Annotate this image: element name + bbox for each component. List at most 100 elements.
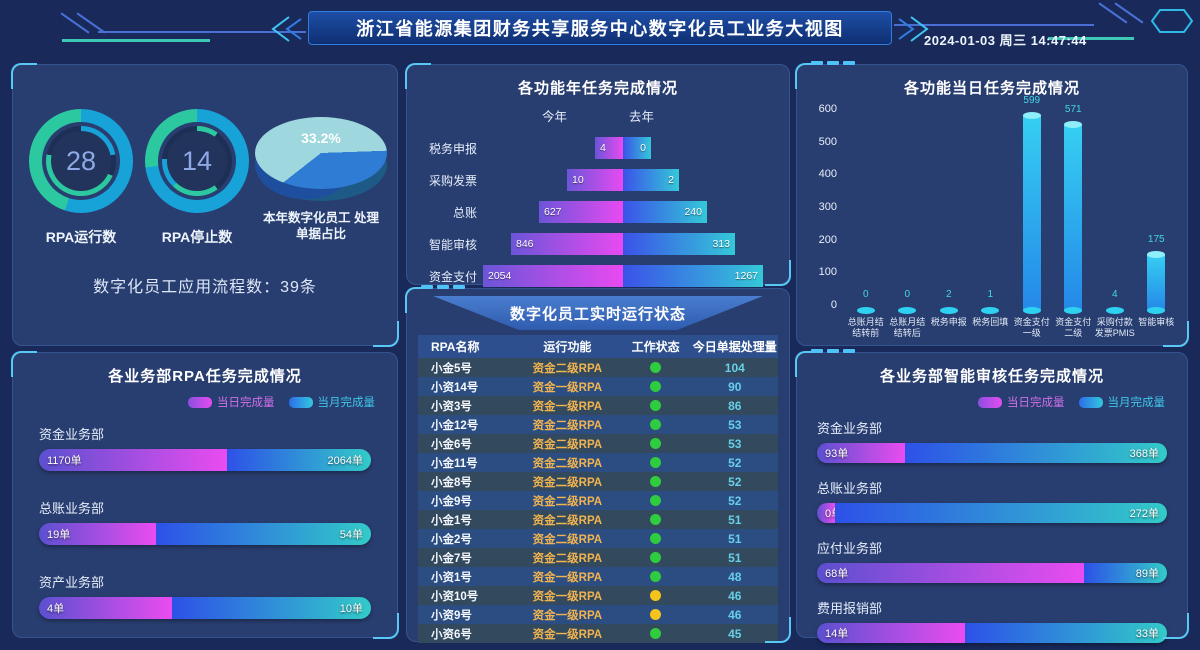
tornado-bar-region: 2054 1267: [483, 265, 775, 287]
bar-last-year: 240: [623, 201, 707, 223]
rpa-name-cell: 小金1号: [418, 510, 516, 529]
chevron-right-icon: [898, 16, 929, 42]
kpi-label: 本年数字化员工 处理单据占比: [263, 211, 379, 241]
y-axis-tick: 600: [818, 103, 837, 115]
status-dot-green-icon: [650, 399, 662, 411]
header: 浙江省能源集团财务共享服务中心数字化员工业务大视图 2024-01-03 周三 …: [0, 0, 1200, 60]
table-row: 小资3号 资金一级RPA 86: [418, 396, 778, 415]
legend-day-swatch-icon: [978, 396, 1002, 408]
dept-bar-row: 资金业务部 1170单 2064单: [39, 424, 371, 471]
panel-title: 各业务部RPA任务完成情况: [108, 368, 302, 385]
bar-column: 0 总账月结结转后: [887, 115, 929, 338]
donut-inner-ring: [46, 126, 116, 196]
dept-progress-bar: 0单 272单: [817, 503, 1167, 523]
rpa-function-cell: 资金二级RPA: [515, 434, 620, 453]
cylinder-bar: [1022, 112, 1041, 311]
panel-title: 各功能当日任务完成情况: [903, 80, 1080, 97]
bar-this-year: 10: [567, 169, 623, 191]
header-decor-line: [98, 31, 306, 33]
table-header-row: RPA名称 运行功能 工作状态 今日单据处理量: [418, 335, 778, 358]
panel-daily-tasks: 各功能当日任务完成情况 600 500 400 300 200 100 0 0 总账月结结转前…: [795, 61, 1189, 347]
table-row: 小资14号 资金一级RPA 90: [418, 377, 778, 396]
header-decor-teal-line: [62, 39, 210, 42]
bar-column: 175 智能审核: [1136, 115, 1178, 327]
cylinder-bar: [1147, 251, 1166, 311]
rpa-name-cell: 小金9号: [418, 491, 516, 510]
category-label: 采购发票: [428, 173, 477, 188]
pie-top: [255, 117, 387, 189]
status-dot-green-icon: [650, 627, 662, 639]
cylinder-base-icon: [1147, 307, 1166, 314]
legend-this-year: 今年: [541, 110, 567, 124]
kpi-label: RPA停止数: [161, 229, 233, 245]
rpa-name-cell: 小资1号: [418, 567, 516, 586]
bar-month-segment: 2064单: [227, 449, 371, 471]
table-row: 小金7号 资金二级RPA 51: [418, 548, 778, 567]
page-title: 浙江省能源集团财务共享服务中心数字化员工业务大视图: [356, 19, 844, 39]
rpa-count-cell: 52: [691, 453, 778, 472]
rpa-status-cell: [619, 472, 692, 491]
bar-value-label: 599: [1023, 95, 1041, 106]
bar-month-segment: 33单: [965, 623, 1167, 643]
bar-month-value: 272单: [1129, 508, 1159, 520]
legend-month-swatch-icon: [1078, 396, 1103, 408]
bar-month-segment: 368单: [905, 443, 1167, 463]
rpa-count-cell: 48: [691, 567, 778, 586]
bar-month-value: 54单: [339, 529, 363, 541]
rpa-function-cell: 资金二级RPA: [515, 453, 620, 472]
dept-progress-bar: 1170单 2064单: [39, 449, 371, 471]
rpa-count-cell: 52: [691, 472, 778, 491]
rpa-status-cell: [619, 567, 692, 586]
status-dot-green-icon: [650, 380, 662, 392]
rpa-function-cell: 资金一级RPA: [515, 567, 620, 586]
last-year-value: 2: [668, 174, 674, 186]
bar-month-segment: 10单: [171, 597, 371, 619]
bar-day-value: 19单: [47, 529, 71, 541]
pie-percentage: 33.2%: [301, 130, 341, 146]
x-axis-label: 税务申报: [930, 317, 967, 327]
table-row: 小金5号 资金二级RPA 104: [418, 358, 778, 377]
legend: 当日完成量 当月完成量: [13, 386, 397, 410]
bar-month-value: 368单: [1129, 448, 1159, 460]
kpi-row: 28 RPA运行数 14 RPA停止数 33.2% 本年: [13, 109, 397, 247]
rpa-function-cell: 资金一级RPA: [515, 586, 620, 605]
dept-bar-row: 总账业务部 0单 272单: [817, 478, 1167, 523]
y-axis-tick: 100: [818, 266, 837, 279]
bar-column: 4 采购付款发票PMIS: [1094, 115, 1136, 338]
dept-label: 总账业务部: [39, 501, 105, 516]
this-year-value: 2054: [488, 270, 512, 282]
bar-day-value: 93单: [825, 448, 849, 460]
dept-bar-row: 资产业务部 4单 10单: [39, 572, 371, 619]
kpi-rpa-stopped: 14 RPA停止数: [139, 109, 255, 247]
panel-kpi: 28 RPA运行数 14 RPA停止数 33.2% 本年: [11, 63, 399, 347]
status-dot-green-icon: [650, 494, 662, 506]
header-decor-slash: [1114, 2, 1144, 24]
x-axis-label: 采购付款发票PMIS: [1094, 317, 1135, 338]
bar-last-year: 1267: [623, 265, 763, 287]
cylinder-base-icon: [856, 307, 875, 314]
donut-inner-ring: [162, 126, 232, 196]
bar-value-label: 0: [904, 289, 911, 300]
rpa-status-cell: [619, 529, 692, 548]
flow-count-text: 数字化员工应用流程数：39条: [93, 278, 317, 296]
bar-column: 599 资金支付一级: [1011, 95, 1053, 338]
legend-month-swatch-icon: [288, 396, 313, 408]
x-axis-label: 总账月结结转后: [889, 317, 926, 338]
rpa-count-cell: 86: [691, 396, 778, 415]
header-hexagon-icon: [1150, 9, 1194, 33]
legend-item-month: 当月完成量: [288, 394, 375, 410]
panel-year-tasks: 各功能年任务完成情况 今年 去年 税务申报 4 0 采购发票 10 2 总账 627 240 智能…: [405, 63, 791, 298]
rpa-name-cell: 小资14号: [418, 377, 516, 396]
rpa-status-cell: [619, 548, 692, 567]
rpa-function-cell: 资金二级RPA: [515, 472, 620, 491]
table-row: 小金8号 资金二级RPA 52: [418, 472, 778, 491]
rpa-name-cell: 小金8号: [418, 472, 516, 491]
header-decor-slash: [1098, 2, 1128, 24]
pie-chart-doc-ratio: 33.2%: [255, 117, 387, 203]
dept-label: 费用报销部: [817, 601, 883, 616]
dept-label: 应付业务部: [817, 541, 883, 556]
col-header-count: 今日单据处理量: [691, 335, 778, 358]
kpi-doc-ratio: 33.2% 本年数字化员工 处理单据占比: [255, 109, 387, 247]
